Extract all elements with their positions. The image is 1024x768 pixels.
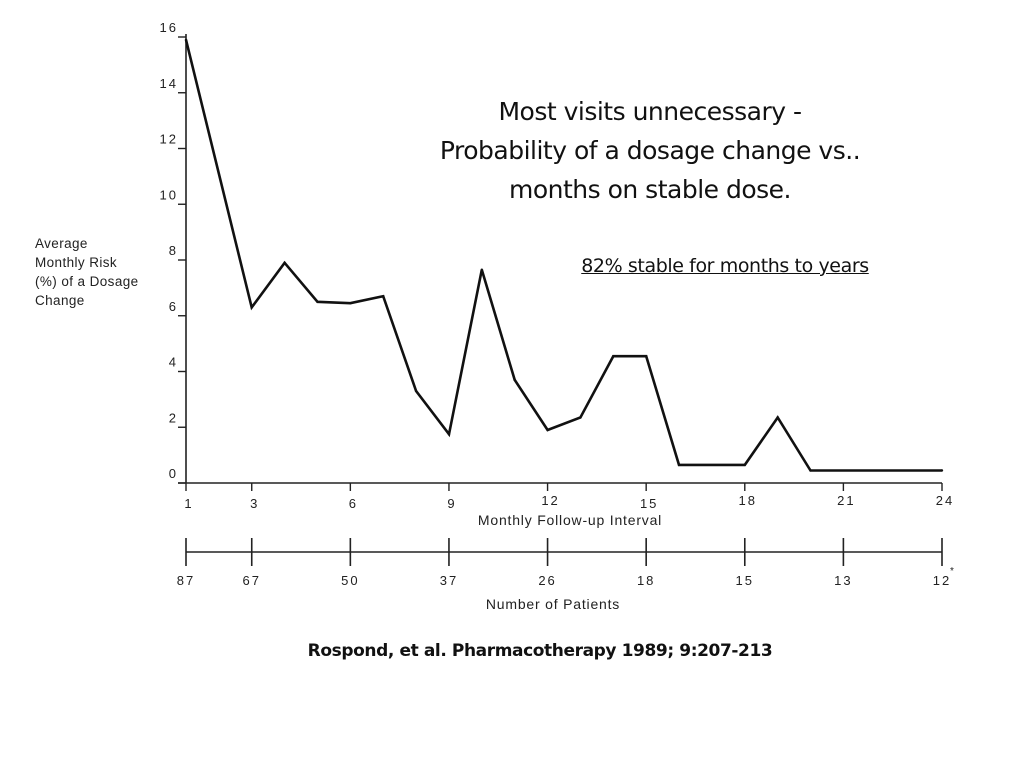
x-axis-ticks: 1 3 6 9 12 15 18 21 24 [184,483,954,511]
patients-axis: 87 67 50 37 26 18 15 13 12* [177,538,954,588]
data-point [546,428,549,432]
axes [178,34,942,484]
series-lines [184,38,944,472]
patients-tick-label: 50 [341,573,359,588]
x-tick-label: 3 [250,496,259,511]
x-tick-label: 15 [640,496,658,511]
data-point [644,354,648,358]
chart-title: Most visits unnecessary - Probability of… [370,92,930,209]
y-axis-label: Average Monthly Risk (%) of a Dosage Cha… [35,234,139,310]
y-tick-label: 2 [169,410,178,425]
y-axis-label-line: (%) of a Dosage [35,274,139,289]
data-point [184,38,188,41]
chart-title-line: months on stable dose. [508,175,792,204]
data-point [316,300,319,304]
data-point [382,295,385,298]
data-point [776,416,779,419]
patients-tick-label: 12 [933,573,951,588]
data-point [612,354,615,358]
patients-axis-label: Number of Patients [486,596,620,612]
y-tick-label: 0 [169,466,178,481]
chart-title-line: Probability of a dosage change vs.. [439,136,861,165]
data-point [513,378,516,382]
x-tick-label: 24 [936,493,954,508]
y-tick-label: 16 [160,20,178,35]
x-axis-label: Monthly Follow-up Interval [478,512,662,528]
y-tick-label: 8 [169,243,178,258]
x-tick-label: 6 [349,496,358,511]
data-point [579,416,582,419]
data-point [677,463,681,467]
patients-tick-label: 37 [440,573,458,588]
y-tick-label: 6 [169,299,178,314]
y-axis-ticks: 0 2 4 6 8 10 12 14 16 [160,20,186,484]
patients-tick-label: 26 [538,573,556,588]
data-point [250,306,253,309]
y-tick-label: 12 [160,132,178,147]
x-tick-label: 18 [739,493,757,508]
patients-tick-label: 15 [736,573,754,588]
y-tick-label: 10 [160,187,178,202]
data-point [283,261,286,264]
y-axis-label-line: Monthly Risk [35,255,118,270]
data-point [414,389,418,393]
data-point [480,268,484,271]
data-point [809,469,812,472]
x-tick-label: 9 [447,496,456,511]
x-tick-label: 21 [837,493,855,508]
data-point [743,463,746,467]
patients-tick-label: 87 [177,573,195,588]
patients-footnote-marker: * [950,566,954,577]
x-tick-label: 1 [184,496,193,511]
patients-tick-label: 18 [637,573,655,588]
y-axis-label-line: Average [35,236,88,251]
data-point [349,302,352,305]
chart-annotation: 82% stable for months to years [581,255,869,277]
chart-title-line: Most visits unnecessary - [498,97,802,126]
y-axis-label-line: Change [35,293,85,308]
patients-tick-label: 13 [834,573,852,588]
patients-tick-label: 67 [243,573,261,588]
y-tick-label: 4 [169,355,178,370]
y-tick-label: 14 [160,76,178,91]
data-point [447,433,451,436]
data-point [940,469,944,472]
citation: Rospond, et al. Pharmacotherapy 1989; 9:… [307,641,773,661]
x-tick-label: 12 [541,493,559,508]
